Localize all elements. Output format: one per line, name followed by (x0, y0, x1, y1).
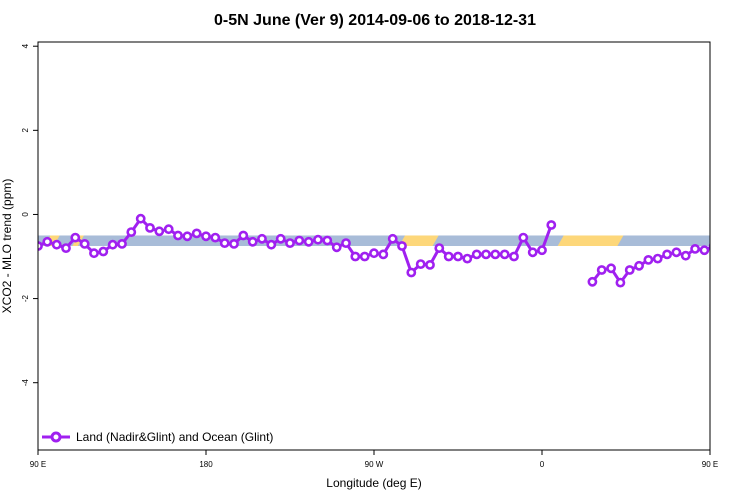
data-point (331, 242, 342, 253)
data-point (107, 239, 118, 250)
data-point (462, 253, 473, 264)
data-point (285, 238, 295, 248)
data-point (238, 230, 249, 241)
data-point (680, 250, 691, 261)
data-point (117, 238, 127, 249)
data-point (191, 228, 202, 239)
y-tick-label: -4 (21, 379, 30, 387)
data-point (275, 233, 286, 244)
land-band (399, 235, 439, 246)
data-point (126, 227, 137, 237)
data-point (210, 232, 221, 243)
data-point (42, 236, 53, 247)
data-point (154, 226, 165, 237)
ocean-band (38, 235, 710, 246)
data-point (518, 232, 529, 243)
data-point (652, 253, 663, 264)
series-line (591, 246, 710, 285)
data-point (61, 243, 71, 253)
data-point (378, 249, 389, 260)
data-point (387, 233, 398, 244)
data-point (729, 241, 736, 248)
land-band (557, 235, 624, 246)
data-point (537, 245, 547, 256)
data-point (624, 265, 635, 275)
series-layer (38, 213, 745, 288)
y-tick-label: -2 (21, 294, 30, 302)
x-tick-label: 0 (540, 460, 545, 469)
data-point (89, 248, 99, 259)
data-point (425, 259, 435, 270)
data-point (662, 249, 672, 260)
data-point (173, 230, 183, 241)
data-point (163, 224, 174, 235)
x-tick-label: 90 E (702, 460, 718, 469)
data-point (738, 245, 745, 252)
y-tick-label: 0 (21, 212, 30, 217)
data-point (182, 231, 193, 242)
data-point (596, 265, 607, 275)
data-point (471, 249, 482, 260)
data-point (509, 251, 519, 262)
x-tick-label: 90 W (365, 460, 384, 469)
data-point (453, 251, 463, 262)
data-point (527, 247, 538, 258)
data-point (708, 242, 710, 250)
legend-marker (50, 431, 62, 443)
data-point (690, 243, 700, 254)
y-axis-label: XCO2 - MLO trend (ppm) (0, 179, 14, 314)
data-point (341, 238, 351, 248)
data-point (313, 234, 323, 245)
data-point (481, 249, 491, 260)
data-point (434, 243, 445, 253)
data-point (606, 263, 616, 274)
data-point (70, 232, 81, 243)
data-point (303, 236, 314, 247)
x-axis-label: Longitude (deg E) (326, 476, 421, 490)
data-point (671, 247, 682, 258)
chart-title: 0-5N June (Ver 9) 2014-09-06 to 2018-12-… (214, 12, 536, 29)
data-point (135, 213, 146, 224)
data-point (219, 238, 230, 248)
x-axis-ticks: 90 E 180 90 W 0 90 E (30, 450, 718, 469)
data-point (51, 239, 62, 250)
data-point (98, 246, 109, 257)
data-point (322, 235, 333, 246)
x-tick-label: 90 E (30, 460, 46, 469)
data-point (720, 240, 727, 247)
data-point (201, 231, 211, 242)
data-point (699, 245, 710, 256)
data-point (350, 251, 361, 262)
data-point (79, 238, 90, 249)
data-point (229, 238, 239, 249)
data-point (415, 259, 426, 269)
data-point (257, 233, 267, 244)
data-point (615, 277, 626, 288)
data-point (397, 241, 407, 251)
y-tick-label: 4 (21, 43, 30, 48)
data-point (359, 251, 370, 262)
data-point (546, 220, 557, 230)
data-point (499, 249, 510, 260)
data-point (406, 267, 417, 278)
legend-label: Land (Nadir&Glint) and Ocean (Glint) (76, 430, 273, 444)
legend: Land (Nadir&Glint) and Ocean (Glint) (42, 430, 273, 444)
data-point (587, 276, 598, 287)
y-axis-ticks: 4 2 0 -2 -4 (21, 43, 38, 386)
data-point (490, 249, 501, 260)
data-point (294, 235, 305, 246)
x-tick-label: 180 (199, 460, 213, 469)
data-point (266, 239, 277, 250)
y-tick-label: 2 (21, 128, 30, 133)
data-point (443, 251, 454, 262)
data-point (369, 248, 379, 259)
coverage-band (38, 235, 710, 246)
data-point (634, 260, 644, 271)
data-point (247, 236, 258, 247)
data-point (145, 222, 155, 233)
data-point (643, 254, 654, 265)
